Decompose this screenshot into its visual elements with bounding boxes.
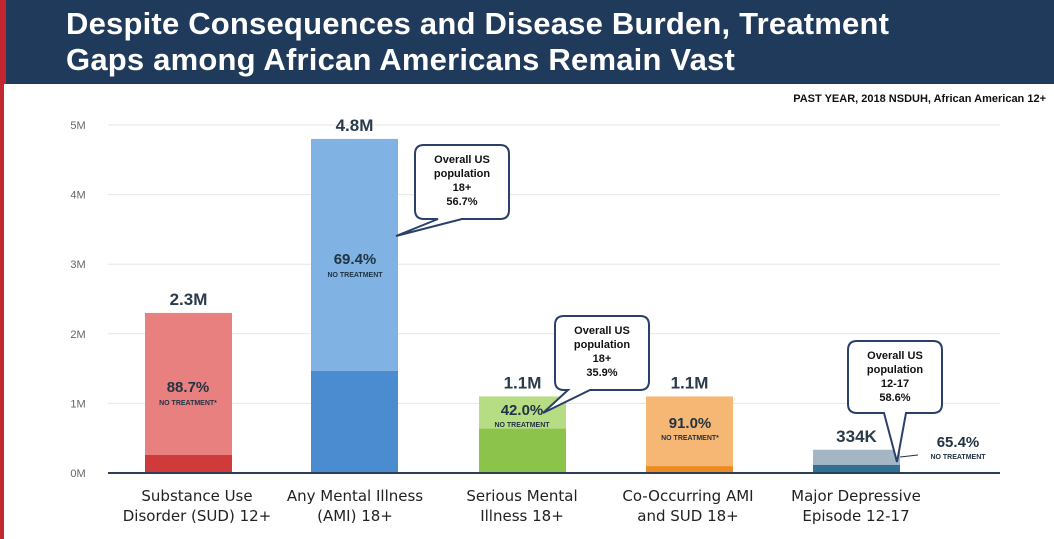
bar-untreated xyxy=(479,396,566,429)
no-treatment-percent: 69.4% xyxy=(334,251,377,268)
no-treatment-percent: 88.7% xyxy=(167,379,210,396)
no-treatment-label: NO TREATMENT xyxy=(494,422,550,429)
callout-bubble xyxy=(542,315,650,414)
callout-text: 58.6% xyxy=(879,392,910,404)
callout-text: population xyxy=(434,168,490,180)
bar-untreated xyxy=(311,138,398,371)
no-treatment-label: NO TREATMENT* xyxy=(661,435,719,442)
no-treatment-percent: 65.4% xyxy=(937,434,980,451)
bar-treated xyxy=(646,466,733,473)
no-treatment-label: NO TREATMENT xyxy=(327,272,383,279)
no-treatment-label: NO TREATMENT xyxy=(930,454,986,461)
callout-text: population xyxy=(867,364,923,376)
x-label-cooccurring: Co-Occurring AMI and SUD 18+ xyxy=(622,487,754,525)
y-tick-label: 4M xyxy=(70,190,85,202)
y-tick-label: 1M xyxy=(70,398,85,410)
bar-treated xyxy=(311,370,398,473)
bar-total-label: 334K xyxy=(836,427,877,446)
title-bar: Despite Consequences and Disease Burden,… xyxy=(0,0,1054,84)
y-tick-label: 5M xyxy=(70,120,85,132)
x-label-mde: Major Depressive Episode 12-17 xyxy=(791,487,921,525)
bar-untreated xyxy=(145,312,232,455)
callout-text: 12-17 xyxy=(881,378,909,390)
callout-text: 56.7% xyxy=(446,196,477,208)
no-treatment-percent: 91.0% xyxy=(669,415,712,432)
bar-treated xyxy=(479,428,566,473)
source-note: PAST YEAR, 2018 NSDUH, African American … xyxy=(793,93,1046,105)
bar-untreated xyxy=(646,396,733,467)
bar-total-label: 4.8M xyxy=(336,116,374,135)
callout-text: Overall US xyxy=(434,154,490,166)
x-label-sud: Substance Use Disorder (SUD) 12+ xyxy=(122,487,272,525)
x-label-ami: Any Mental Illness (AMI) 18+ xyxy=(286,487,424,525)
bar-untreated xyxy=(813,449,900,465)
page-title-line-1: Despite Consequences and Disease Burden,… xyxy=(66,6,890,41)
left-accent-bar xyxy=(0,84,4,539)
no-treatment-percent: 42.0% xyxy=(501,402,544,419)
percent-leader-line xyxy=(899,454,919,458)
no-treatment-label: NO TREATMENT* xyxy=(159,400,217,407)
callout-text: Overall US xyxy=(867,350,923,362)
y-tick-label: 3M xyxy=(70,259,85,271)
page-title-line-2: Gaps among African Americans Remain Vast xyxy=(66,42,735,77)
bar-total-label: 1.1M xyxy=(504,373,542,392)
callout-text: Overall US xyxy=(574,325,630,337)
callout-text: population xyxy=(574,339,630,351)
y-tick-label: 2M xyxy=(70,329,85,341)
callout-text: 35.9% xyxy=(586,367,617,379)
title-accent xyxy=(0,0,6,84)
callout-bubble xyxy=(395,144,510,237)
bar-treated xyxy=(813,464,900,473)
callout-bubble xyxy=(847,340,943,463)
x-label-smi: Serious Mental Illness 18+ xyxy=(466,487,578,525)
callout-text: 18+ xyxy=(453,182,472,194)
callout-text: 18+ xyxy=(593,353,612,365)
bar-treated xyxy=(145,454,232,473)
bar-total-label: 1.1M xyxy=(671,373,709,392)
y-tick-label: 0M xyxy=(70,468,85,480)
bar-total-label: 2.3M xyxy=(170,290,208,309)
